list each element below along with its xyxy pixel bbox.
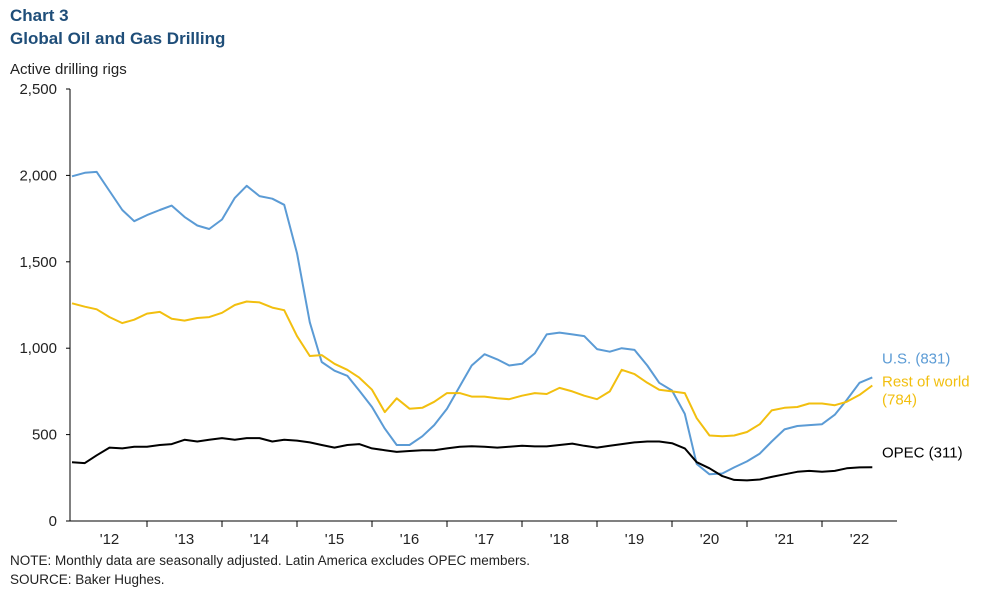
chart-subtitle: Global Oil and Gas Drilling bbox=[10, 29, 225, 48]
x-tick-label: '17 bbox=[475, 531, 495, 548]
x-tick-label: '16 bbox=[400, 531, 420, 548]
series-label: Rest of world bbox=[882, 374, 970, 391]
x-tick-label: '18 bbox=[550, 531, 570, 548]
y-tick-label: 2,000 bbox=[19, 167, 57, 184]
x-tick-label: '15 bbox=[325, 531, 345, 548]
series-line bbox=[71, 300, 873, 438]
y-axis-label: Active drilling rigs bbox=[10, 61, 127, 78]
series-label: OPEC (311) bbox=[882, 444, 963, 461]
series-label: (784) bbox=[882, 392, 917, 409]
y-tick-label: 2,500 bbox=[19, 81, 57, 98]
x-tick-label: '12 bbox=[100, 531, 120, 548]
note: NOTE: Monthly data are seasonally adjust… bbox=[10, 553, 530, 568]
y-tick-label: 0 bbox=[49, 513, 57, 530]
series-line bbox=[71, 437, 873, 482]
x-tick-label: '22 bbox=[850, 531, 870, 548]
series-label: U.S. (831) bbox=[882, 350, 950, 367]
x-tick-label: '14 bbox=[250, 531, 270, 548]
x-tick-label: '13 bbox=[175, 531, 195, 548]
x-tick-label: '20 bbox=[700, 531, 720, 548]
y-tick-label: 1,000 bbox=[19, 340, 57, 357]
chart-title: Chart 3 bbox=[10, 6, 69, 25]
y-tick-label: 1,500 bbox=[19, 254, 57, 271]
x-tick-label: '19 bbox=[625, 531, 645, 548]
y-tick-label: 500 bbox=[32, 427, 57, 444]
x-tick-label: '21 bbox=[775, 531, 795, 548]
series-line bbox=[71, 170, 873, 476]
source: SOURCE: Baker Hughes. bbox=[10, 572, 165, 587]
